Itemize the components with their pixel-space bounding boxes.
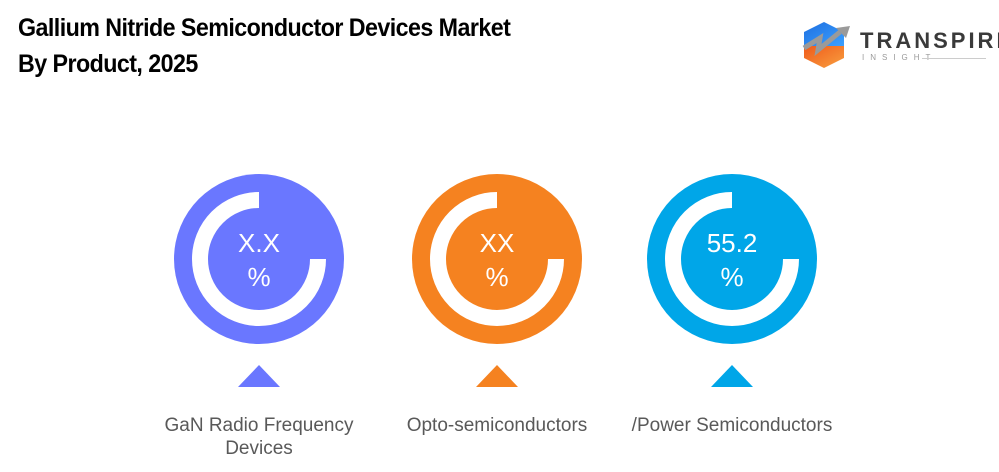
- triangle-marker: [711, 365, 753, 387]
- logo-name: TRANSPIRE: [860, 28, 999, 53]
- value-unit: %: [720, 262, 744, 292]
- donut-3: [647, 174, 817, 387]
- category-label: Opto-semiconductors: [406, 415, 588, 436]
- logo-sub: INSIGHT: [862, 53, 937, 62]
- category-label: /Power Semiconductors: [631, 415, 833, 436]
- value-text: X.X: [238, 228, 280, 258]
- value-text: 55.2: [706, 228, 758, 258]
- donut-arc: [192, 192, 326, 326]
- value-text: XX: [479, 228, 515, 258]
- donut-1: [174, 174, 344, 387]
- donut-arc: [665, 192, 799, 326]
- value-unit: %: [485, 262, 509, 292]
- value-unit: %: [247, 262, 271, 292]
- donut-value: 55.2%: [672, 226, 792, 294]
- logo-hexagon-icon: [802, 22, 850, 68]
- donut-arc: [430, 192, 564, 326]
- donut-value: XX%: [437, 226, 557, 294]
- donut-2: [412, 174, 582, 387]
- title-line-2: By Product, 2025: [18, 50, 198, 78]
- chart-title: Gallium Nitride Semiconductor Devices Ma…: [18, 10, 511, 82]
- transpire-logo: TRANSPIRE INSIGHT: [800, 18, 999, 74]
- category-label: GaN Radio Frequency Devices: [164, 415, 354, 459]
- logo-divider: [922, 58, 986, 59]
- title-line-1: Gallium Nitride Semiconductor Devices Ma…: [18, 14, 511, 42]
- triangle-marker: [238, 365, 280, 387]
- triangle-marker: [476, 365, 518, 387]
- donut-value: X.X%: [199, 226, 319, 294]
